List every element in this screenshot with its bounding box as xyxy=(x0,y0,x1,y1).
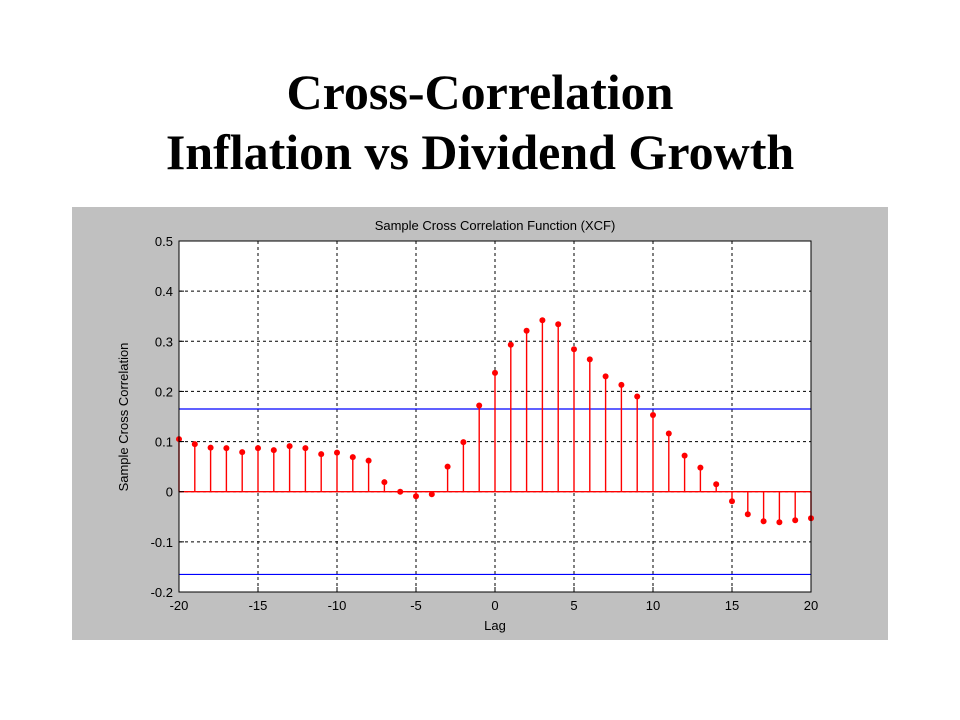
stem-marker xyxy=(539,317,546,324)
stem-marker xyxy=(729,498,735,505)
stem-marker xyxy=(428,491,435,498)
stem-marker xyxy=(713,481,720,488)
x-tick-label: 15 xyxy=(725,598,739,613)
y-tick-label: 0.3 xyxy=(155,334,173,349)
stems xyxy=(176,317,814,526)
xcf-chart: -20 -15 -10 -5 0 5 10 15 20 -0.2 -0.1 0 0.1 0.2 0.3 0.4… xyxy=(116,218,819,633)
stem-marker xyxy=(397,488,404,495)
x-tick-label: 5 xyxy=(570,598,577,613)
chart-title: Sample Cross Correlation Function (XCF) xyxy=(375,218,616,233)
y-tick-label: 0 xyxy=(166,485,173,500)
stem-marker xyxy=(334,449,340,456)
stem-marker xyxy=(681,452,688,459)
stem-marker xyxy=(760,518,767,525)
figure-panel: -20 -15 -10 -5 0 5 10 15 20 -0.2 -0.1 0 0.1 0.2 0.3 0.4… xyxy=(72,207,888,640)
stem-marker xyxy=(634,393,641,400)
stem-marker xyxy=(650,411,656,418)
y-tick-label: 0.2 xyxy=(155,384,173,399)
stem-marker xyxy=(665,430,672,437)
stem-marker xyxy=(523,327,530,334)
stem-marker xyxy=(492,369,498,376)
stem-marker xyxy=(602,373,609,380)
x-axis-label: Lag xyxy=(484,618,506,633)
stem-marker xyxy=(318,451,325,458)
stem-marker xyxy=(460,439,467,446)
x-tick-label: -10 xyxy=(328,598,347,613)
stem-marker xyxy=(618,381,625,388)
stem-marker xyxy=(792,517,799,524)
x-tick-label: -15 xyxy=(249,598,268,613)
y-tick-label: 0.1 xyxy=(155,435,173,450)
stem-marker xyxy=(255,445,261,452)
y-tick-label: 0.4 xyxy=(155,284,173,299)
stem-marker xyxy=(697,464,704,471)
slide-title-line2: Inflation vs Dividend Growth xyxy=(165,124,795,180)
stem-marker xyxy=(349,454,356,461)
slide-title-line1: Cross-Correlation xyxy=(286,64,674,120)
stem-marker xyxy=(286,443,293,450)
stem-marker xyxy=(444,463,451,470)
stem-marker xyxy=(744,511,751,518)
stem-marker xyxy=(191,441,198,448)
stem-marker xyxy=(586,356,593,363)
stem-marker xyxy=(476,402,483,409)
x-tick-label: 10 xyxy=(646,598,660,613)
y-tick-label: -0.1 xyxy=(151,535,173,550)
stem-marker xyxy=(239,449,246,456)
y-tick-label: 0.5 xyxy=(155,234,173,249)
stem-marker xyxy=(776,519,783,526)
x-tick-label: 20 xyxy=(804,598,818,613)
stem-marker xyxy=(207,444,214,451)
x-tick-label: 0 xyxy=(491,598,498,613)
y-axis-label: Sample Cross Correlation xyxy=(116,343,131,492)
stem-marker xyxy=(270,447,277,454)
stem-marker xyxy=(507,341,514,348)
stem-marker xyxy=(365,457,372,464)
stem-marker xyxy=(223,445,230,452)
stem-marker xyxy=(302,445,309,452)
y-tick-label: -0.2 xyxy=(151,585,173,600)
slide-title: Cross-Correlation Inflation vs Dividend … xyxy=(0,62,960,182)
x-tick-label: -20 xyxy=(170,598,189,613)
x-tick-label: -5 xyxy=(410,598,422,613)
stem-marker xyxy=(555,321,562,328)
stem-marker xyxy=(413,493,419,500)
tick-labels: -20 -15 -10 -5 0 5 10 15 20 -0.2 -0.1 0 0.1 0.2 0.3 0.4… xyxy=(151,234,819,613)
stem-marker xyxy=(381,479,388,486)
stem-marker xyxy=(571,346,577,353)
